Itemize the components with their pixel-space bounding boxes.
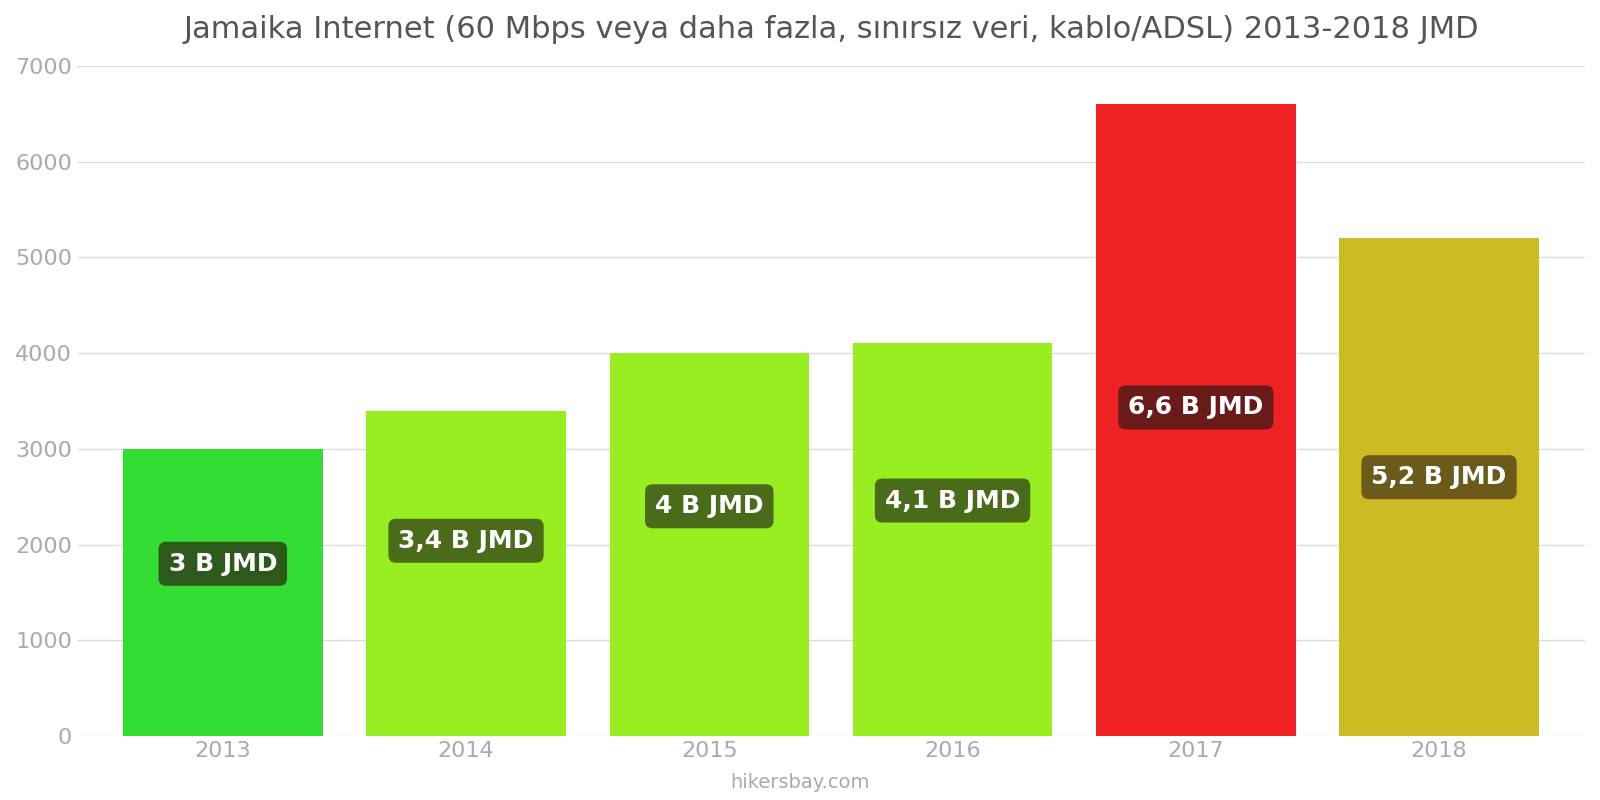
Text: 4 B JMD: 4 B JMD [654,494,763,518]
Text: hikersbay.com: hikersbay.com [730,773,870,792]
Bar [123,449,323,736]
Text: 4,1 B JMD: 4,1 B JMD [885,489,1021,513]
Text: 3,4 B JMD: 3,4 B JMD [398,529,534,553]
Bar [366,410,566,736]
Bar [610,353,810,736]
Title: Jamaika Internet (60 Mbps veya daha fazla, sınırsız veri, kablo/ADSL) 2013-2018 : Jamaika Internet (60 Mbps veya daha fazl… [182,15,1478,44]
Bar [853,343,1053,736]
Text: 6,6 B JMD: 6,6 B JMD [1128,395,1264,419]
Text: 5,2 B JMD: 5,2 B JMD [1371,465,1507,489]
Text: 3 B JMD: 3 B JMD [168,552,277,576]
Bar [1339,238,1539,736]
Bar [1096,104,1296,736]
